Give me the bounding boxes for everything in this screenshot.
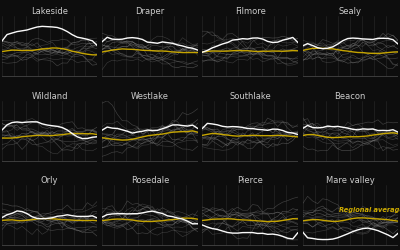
Title: Southlake: Southlake: [229, 92, 271, 100]
Title: Rosedale: Rosedale: [131, 176, 169, 185]
Title: Mare valley: Mare valley: [326, 176, 375, 185]
Title: Wildland: Wildland: [32, 92, 68, 100]
Title: Orly: Orly: [41, 176, 58, 185]
Title: Westlake: Westlake: [131, 92, 169, 100]
Title: Beacon: Beacon: [335, 92, 366, 100]
Title: Filmore: Filmore: [235, 7, 266, 16]
Title: Sealy: Sealy: [339, 7, 362, 16]
Title: Pierce: Pierce: [237, 176, 263, 185]
Title: Lakeside: Lakeside: [31, 7, 68, 16]
Title: Draper: Draper: [135, 7, 164, 16]
Text: Regional average: Regional average: [339, 206, 400, 212]
